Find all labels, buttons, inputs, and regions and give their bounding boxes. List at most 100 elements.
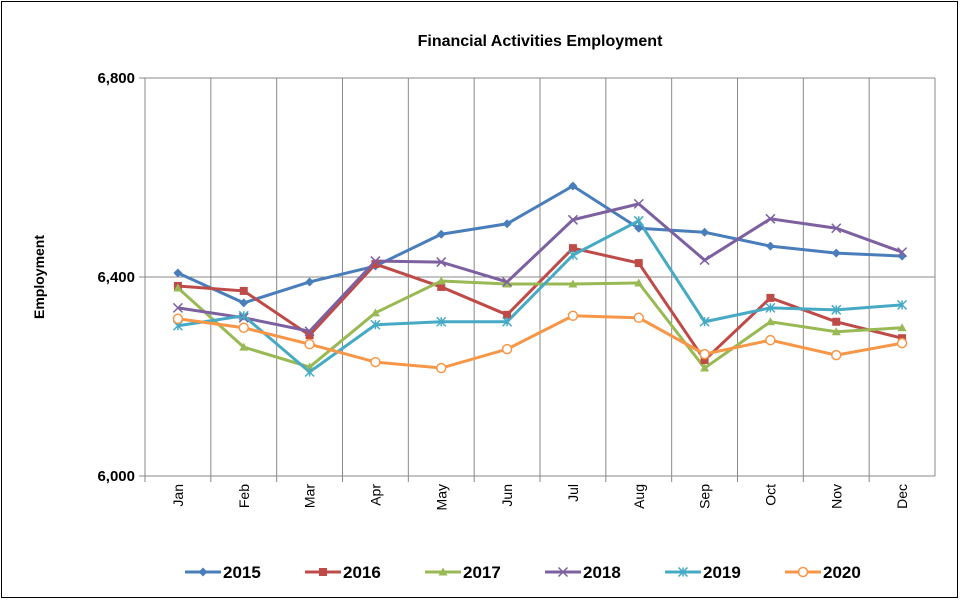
x-tick-label: Jan [170,484,186,507]
marker [700,363,710,372]
marker [239,298,249,308]
marker [370,319,381,330]
legend-label: 2018 [583,563,621,582]
marker [438,567,448,576]
legend-item: 2018 [545,563,621,582]
marker [699,348,710,360]
marker [304,366,315,378]
y-tick-label: 6,000 [97,468,135,485]
marker [436,276,446,285]
marker [765,302,776,313]
marker [897,251,907,261]
marker [370,256,381,267]
marker [699,316,710,327]
marker [198,567,208,577]
marker [568,279,578,288]
marker [502,279,512,288]
marker [305,331,314,340]
marker [567,250,578,261]
marker [567,310,579,322]
x-tick-label: Aug [631,484,647,509]
legend-label: 2015 [223,563,261,582]
marker [633,312,644,324]
x-tick-label: Mar [302,484,318,508]
marker [567,214,578,225]
x-tick-label: Apr [367,484,383,506]
marker [557,566,569,578]
y-tick-label: 6,400 [97,269,135,286]
marker [832,317,841,326]
marker [172,302,183,313]
x-tick-label: Dec [894,484,910,509]
marker [502,276,513,288]
marker [501,343,513,355]
marker [634,223,644,233]
marker [503,310,512,319]
marker [831,223,842,234]
marker [700,356,709,365]
marker [239,286,248,295]
marker [436,229,446,239]
marker [897,299,908,310]
marker [633,198,644,209]
marker [634,259,643,268]
marker [897,323,907,332]
marker [831,327,841,336]
legend-label: 2016 [343,563,381,582]
marker [304,338,315,350]
marker [634,278,644,287]
x-tick-label: Jul [565,484,581,502]
x-tick-label: Nov [828,484,844,509]
legend-item: 2016 [305,563,381,582]
x-tick-label: Jun [499,484,515,507]
marker [371,260,380,269]
legend-item: 2015 [185,563,261,582]
marker [765,334,776,346]
marker [633,215,644,226]
marker [765,213,776,224]
marker [305,362,315,371]
marker [502,316,513,327]
legend-label: 2017 [463,563,501,582]
marker [173,283,183,292]
marker [765,317,775,326]
x-tick-label: May [433,484,449,510]
marker [239,342,249,351]
chart-title: Financial Activities Employment [418,33,663,50]
marker [370,356,381,368]
legend-item: 2019 [665,563,741,582]
marker [502,219,512,229]
marker [172,313,184,325]
x-tick-label: Feb [236,484,252,508]
marker [831,304,842,315]
marker [831,349,842,361]
legend-item: 2017 [425,563,501,582]
legend-item: 2020 [785,563,861,582]
marker [897,247,908,258]
series-line [177,184,903,305]
marker [797,566,809,578]
marker [568,244,577,253]
marker [896,337,908,349]
marker [173,268,183,278]
marker [765,241,775,251]
marker [238,322,249,333]
x-tick-label: Sep [697,484,713,509]
series-line [177,314,903,370]
marker [305,277,315,287]
series-line [177,218,903,374]
marker [677,566,689,578]
y-tick-label: 6,800 [97,70,135,87]
marker [831,248,841,258]
marker [436,362,447,374]
marker [319,568,327,576]
legend-label: 2020 [823,563,861,582]
x-tick-label: Oct [762,484,778,506]
legend-label: 2019 [703,563,741,582]
marker [370,308,380,317]
marker [437,282,446,291]
y-axis-title: Employment [31,235,47,319]
marker [238,310,249,321]
